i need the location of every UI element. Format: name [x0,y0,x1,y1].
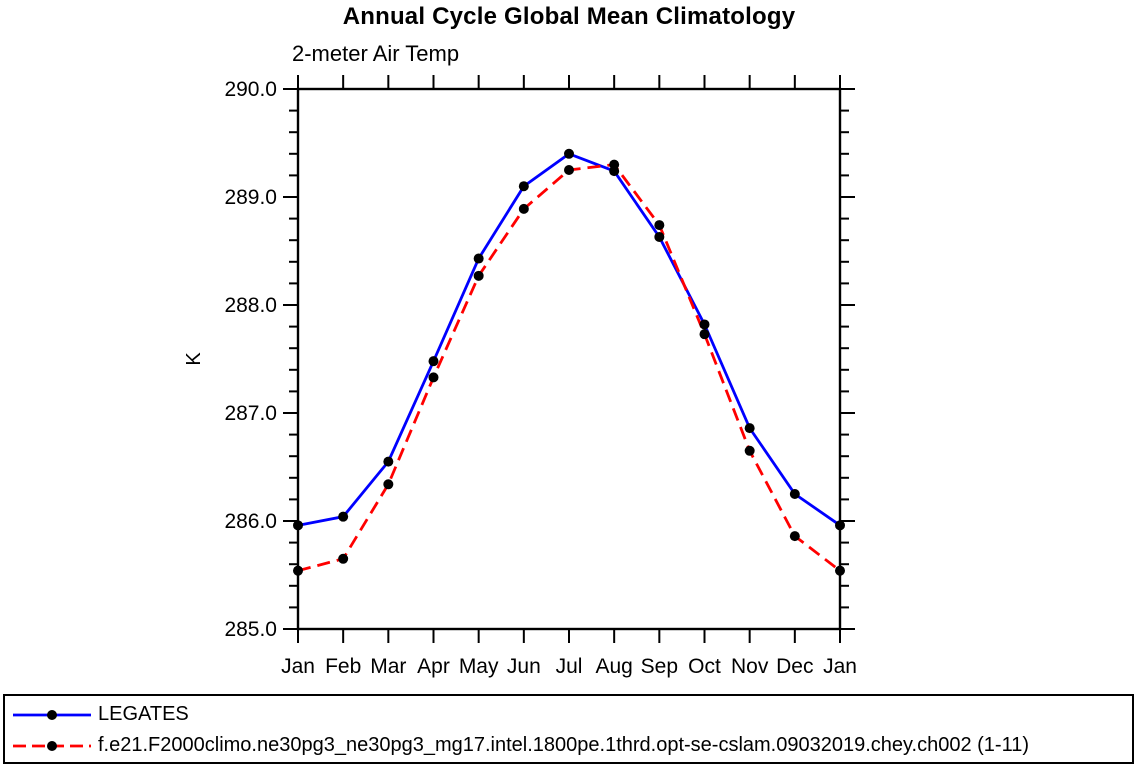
legend-label-model-case: f.e21.F2000climo.ne30pg3_ne30pg3_mg17.in… [98,734,1030,756]
chart-plot-area: Jan Feb Mar Apr May Jun Jul Aug Sep Oct Nov Dec Jan2… [224,75,857,678]
x-tick-label: May [459,655,499,678]
data-point-marker [564,165,574,175]
x-tick-label: Aug [595,655,632,678]
chart-title: Annual Cycle Global Mean Climatology [342,3,796,30]
legend-series-marker-icon [47,709,57,720]
data-point-marker [835,565,845,576]
data-point-marker [789,531,800,542]
data-point-marker [518,181,529,192]
y-tick-label: 286.0 [224,510,277,533]
data-point-marker [383,479,394,490]
data-point-marker [293,565,303,576]
data-point-marker [609,159,620,170]
data-point-marker [473,253,484,264]
x-tick-label: Nov [731,655,769,678]
data-point-marker [473,270,484,281]
data-point-marker [789,489,800,499]
x-tick-label: Jan [823,655,857,678]
data-point-marker [654,220,665,231]
x-tick-label: Jul [556,655,583,678]
x-tick-label: Dec [776,655,813,678]
legend-item-model-case: f.e21.F2000climo.ne30pg3_ne30pg3_mg17.in… [11,730,1132,761]
y-tick-label: 289.0 [224,186,277,209]
data-point-marker [744,445,755,456]
x-tick-label: Mar [370,655,406,678]
data-point-marker [428,356,439,367]
x-tick-label: Sep [641,655,678,678]
y-tick-label: 288.0 [224,294,277,317]
data-point-marker [383,456,394,467]
x-tick-label: Oct [688,655,721,678]
legend-series-marker-icon [47,740,57,751]
data-point-marker [699,319,710,330]
x-tick-label: Apr [417,655,450,678]
legend-line-sample-solid [13,709,91,720]
data-point-marker [518,203,529,214]
data-point-marker [428,372,439,383]
data-point-marker [338,553,349,564]
y-tick-label: 287.0 [224,402,277,425]
legend-line-sample-dashed [13,740,91,751]
y-tick-label: 285.0 [224,618,277,641]
data-point-marker [338,511,349,522]
data-point-marker [564,148,574,159]
legend-label-legates: LEGATES [98,703,189,725]
data-point-marker [293,520,303,531]
series-line-1 [297,163,841,573]
y-tick-label: 290.0 [224,78,277,101]
chart-subtitle: 2-meter Air Temp [292,41,460,66]
data-point-marker [835,520,845,531]
legend-item-legates: LEGATES [11,699,1132,730]
x-tick-label: Jun [507,655,541,678]
data-point-marker [699,329,710,340]
data-point-marker [654,231,665,242]
x-tick-label: Jan [281,655,315,678]
x-tick-label: Feb [325,655,361,678]
legend-box: LEGATES f.e21.F2000climo.ne30pg3_ne30pg3… [3,694,1134,764]
data-point-marker [744,423,755,434]
